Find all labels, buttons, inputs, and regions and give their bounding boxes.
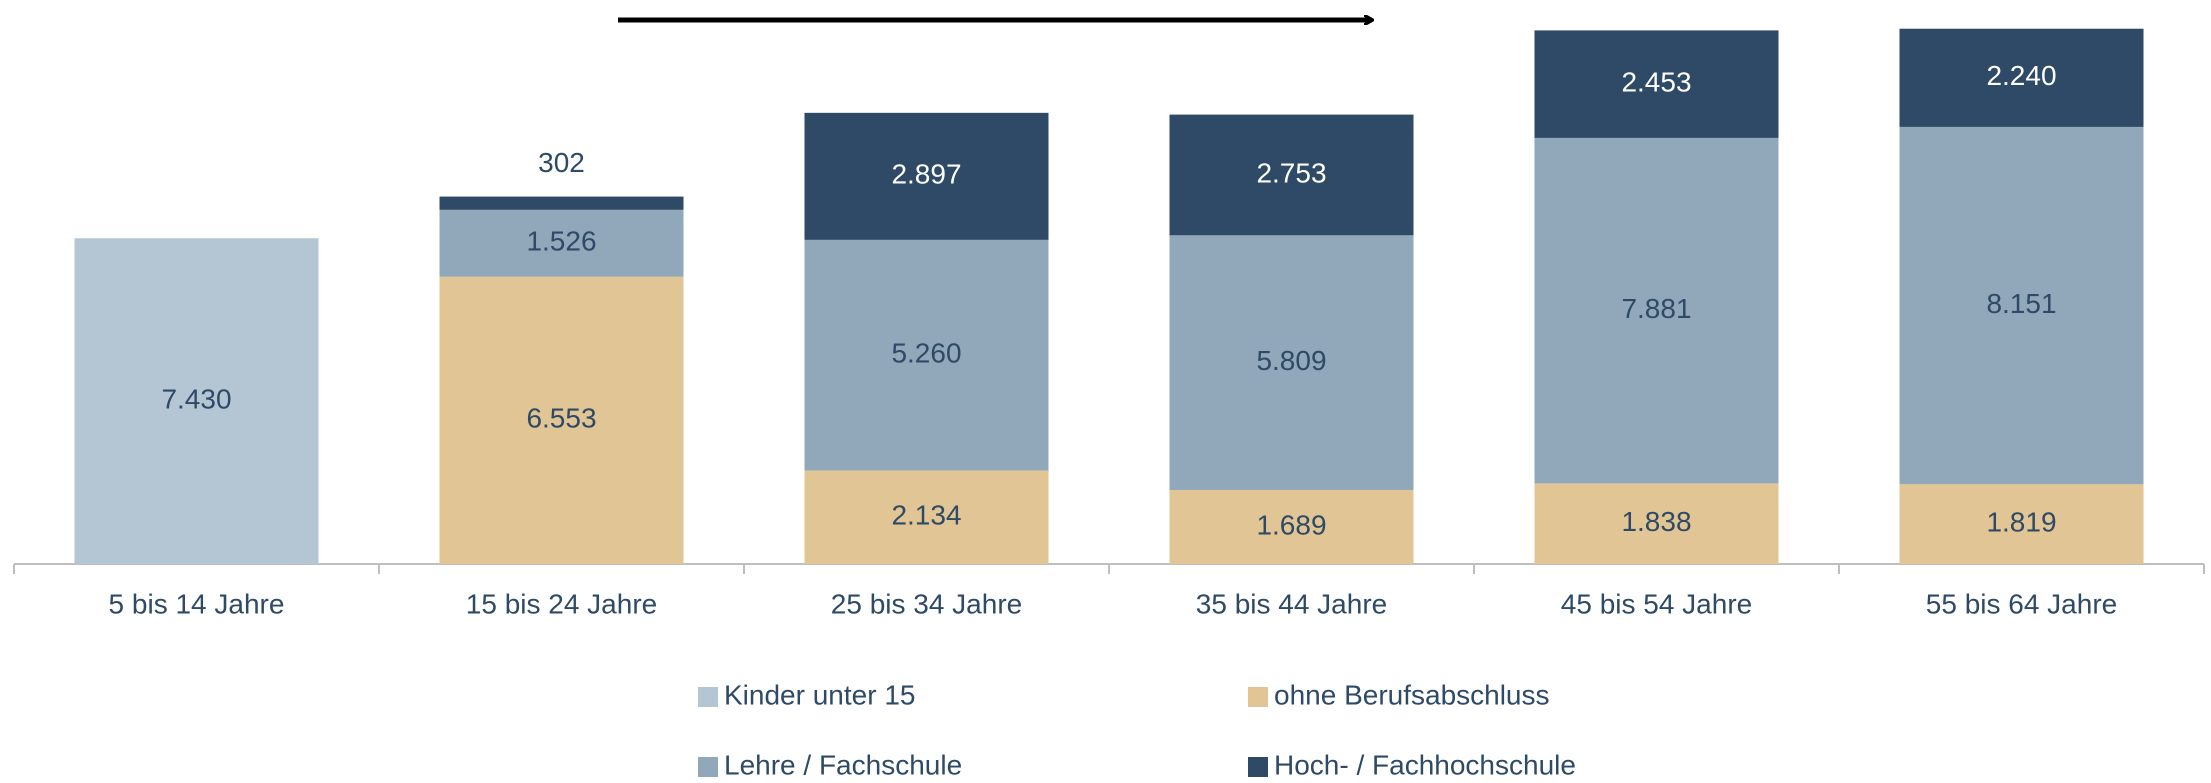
legend-swatch xyxy=(1248,687,1268,707)
bar-segment xyxy=(1534,137,1779,484)
legend-swatch xyxy=(1248,757,1268,777)
bar-segment xyxy=(1534,483,1779,564)
bar-segment xyxy=(439,276,684,564)
value-label: 2.240 xyxy=(1986,60,2056,91)
legend-label: ohne Berufsabschluss xyxy=(1274,679,1550,710)
legend-label: Hoch- / Fachhochschule xyxy=(1274,749,1576,780)
bar-segment xyxy=(1534,30,1779,138)
value-label: 5.809 xyxy=(1256,345,1326,376)
bar-segment xyxy=(804,470,1049,564)
legend-label: Kinder unter 15 xyxy=(724,679,915,710)
bar-segment xyxy=(804,112,1049,240)
bar-segment xyxy=(1899,484,2144,564)
value-label: 7.881 xyxy=(1621,293,1691,324)
x-tick-label: 5 bis 14 Jahre xyxy=(109,588,285,619)
value-label: 8.151 xyxy=(1986,288,2056,319)
value-label: 1.819 xyxy=(1986,507,2056,538)
bar-segment xyxy=(804,239,1049,471)
value-label: 1.526 xyxy=(526,226,596,257)
x-tick-label: 15 bis 24 Jahre xyxy=(466,588,657,619)
x-tick-label: 55 bis 64 Jahre xyxy=(1926,588,2117,619)
legend-swatch xyxy=(698,687,718,707)
value-label: 2.134 xyxy=(891,500,961,531)
value-label: 5.260 xyxy=(891,338,961,369)
x-tick-label: 45 bis 54 Jahre xyxy=(1561,588,1752,619)
value-label: 2.753 xyxy=(1256,157,1326,188)
value-label: 7.430 xyxy=(161,384,231,415)
bar-segment xyxy=(1899,28,2144,127)
bar-segment xyxy=(439,196,684,210)
bar-segment xyxy=(439,209,684,277)
legend-label: Lehre / Fachschule xyxy=(724,749,962,780)
bar-segment xyxy=(74,238,319,564)
bar-segment xyxy=(1169,235,1414,490)
value-label: 1.838 xyxy=(1621,506,1691,537)
value-label: 6.553 xyxy=(526,403,596,434)
value-label: 1.689 xyxy=(1256,509,1326,540)
bar-segment xyxy=(1169,114,1414,236)
bar-segment xyxy=(1899,126,2144,485)
bar-segment xyxy=(1169,489,1414,564)
legend-swatch xyxy=(698,757,718,777)
value-label: 2.453 xyxy=(1621,67,1691,98)
value-label: 302 xyxy=(538,147,585,178)
x-tick-label: 25 bis 34 Jahre xyxy=(831,588,1022,619)
value-label: 2.897 xyxy=(891,159,961,190)
x-tick-label: 35 bis 44 Jahre xyxy=(1196,588,1387,619)
